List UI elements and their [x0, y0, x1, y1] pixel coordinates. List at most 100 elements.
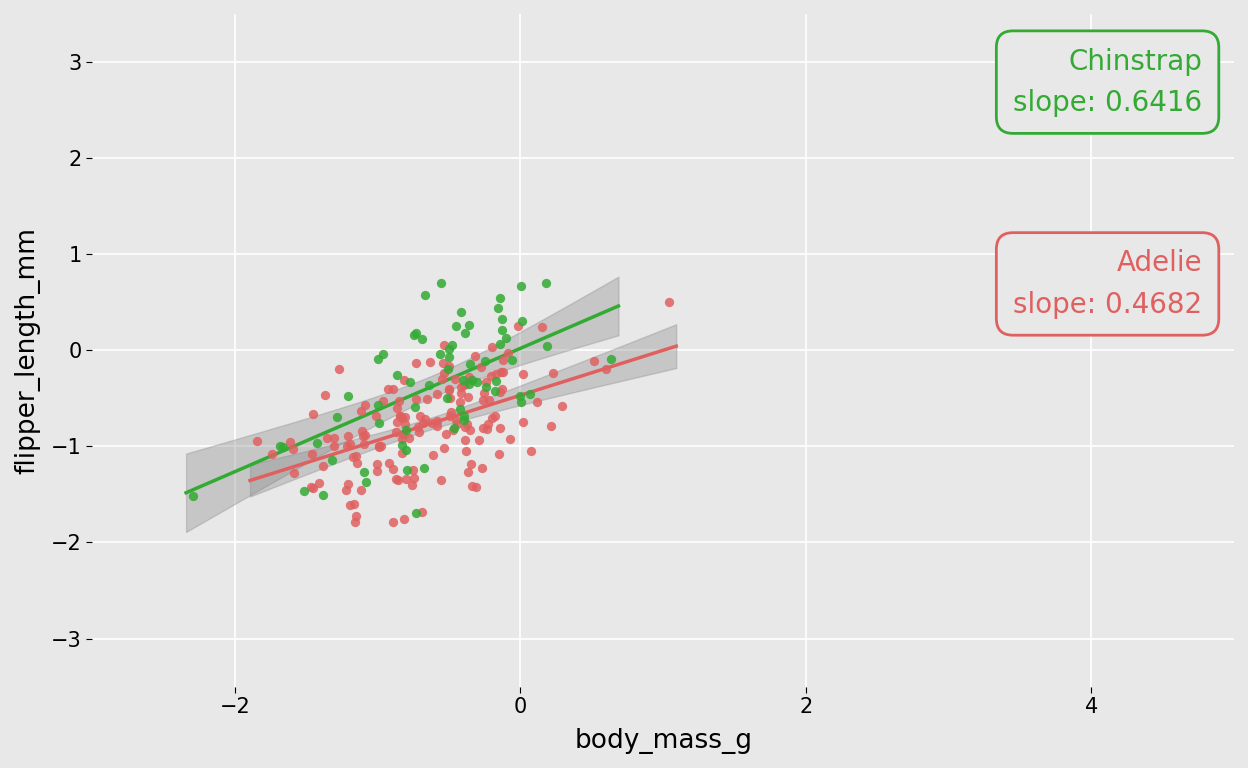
Point [391, 410, 411, 422]
Point [427, 388, 447, 400]
Point [513, 415, 533, 428]
Point [387, 426, 407, 439]
Point [393, 513, 413, 525]
Point [489, 448, 509, 460]
Point [444, 372, 464, 385]
Point [456, 327, 475, 339]
Point [527, 396, 547, 408]
Point [454, 410, 474, 422]
Point [371, 439, 391, 452]
Point [366, 410, 386, 422]
Point [396, 444, 416, 456]
Point [396, 473, 416, 485]
Point [283, 467, 303, 479]
Point [408, 425, 428, 438]
Point [431, 348, 451, 360]
Point [457, 419, 477, 431]
Point [441, 409, 461, 422]
Point [502, 354, 522, 366]
Point [469, 434, 489, 446]
Point [396, 411, 416, 423]
Point [351, 405, 371, 417]
Point [387, 369, 407, 381]
Point [313, 460, 333, 472]
Point [419, 379, 439, 391]
Point [537, 339, 557, 352]
Point [343, 451, 363, 463]
Point [356, 475, 376, 488]
Point [482, 341, 502, 353]
Point [354, 466, 374, 478]
Point [490, 292, 510, 304]
Point [281, 436, 301, 449]
Point [454, 379, 474, 391]
Point [459, 371, 479, 383]
Point [367, 465, 387, 478]
Point [343, 498, 363, 510]
Point [392, 432, 412, 445]
Point [462, 479, 482, 492]
Point [446, 413, 466, 425]
Point [341, 498, 361, 511]
Point [416, 289, 436, 301]
Point [439, 382, 459, 395]
Point [513, 368, 533, 380]
Point [443, 422, 463, 434]
Point [456, 421, 475, 433]
Point [519, 387, 539, 399]
Point [512, 315, 532, 327]
Point [439, 384, 459, 396]
Point [406, 357, 426, 369]
Point [498, 347, 518, 359]
Point [337, 440, 357, 452]
Point [373, 395, 393, 407]
Point [437, 392, 457, 405]
Point [399, 432, 419, 444]
Point [354, 399, 374, 412]
Point [439, 350, 459, 362]
Point [495, 332, 515, 344]
Point [388, 474, 408, 486]
Point [473, 422, 493, 435]
Point [247, 435, 267, 447]
Point [477, 422, 497, 435]
Point [510, 396, 530, 409]
Point [307, 437, 327, 449]
Text: Chinstrap
slope: 0.6416: Chinstrap slope: 0.6416 [1013, 48, 1202, 117]
Point [314, 389, 334, 402]
Point [409, 410, 429, 422]
Point [414, 412, 434, 425]
Point [492, 313, 512, 326]
Point [338, 429, 358, 442]
Point [399, 376, 419, 388]
Point [394, 373, 414, 386]
Point [452, 381, 472, 393]
Point [344, 516, 364, 528]
Point [584, 355, 604, 367]
Point [419, 356, 439, 368]
Point [472, 462, 492, 474]
Point [464, 350, 484, 362]
Point [472, 361, 492, 373]
Point [485, 386, 505, 398]
Point [433, 357, 453, 369]
Point [451, 402, 470, 415]
Point [417, 393, 437, 406]
Point [427, 415, 447, 427]
Point [406, 393, 426, 406]
Point [392, 412, 412, 425]
Point [475, 376, 495, 389]
Text: Adelie
slope: 0.4682: Adelie slope: 0.4682 [1013, 250, 1202, 319]
Point [354, 438, 374, 450]
Point [439, 343, 459, 356]
Point [441, 406, 461, 418]
Point [271, 440, 291, 452]
Point [439, 359, 459, 372]
Point [484, 410, 504, 422]
Point [303, 482, 323, 495]
Point [479, 393, 499, 406]
Point [368, 399, 388, 411]
Point [458, 466, 478, 478]
Point [488, 302, 508, 314]
Point [451, 386, 470, 399]
